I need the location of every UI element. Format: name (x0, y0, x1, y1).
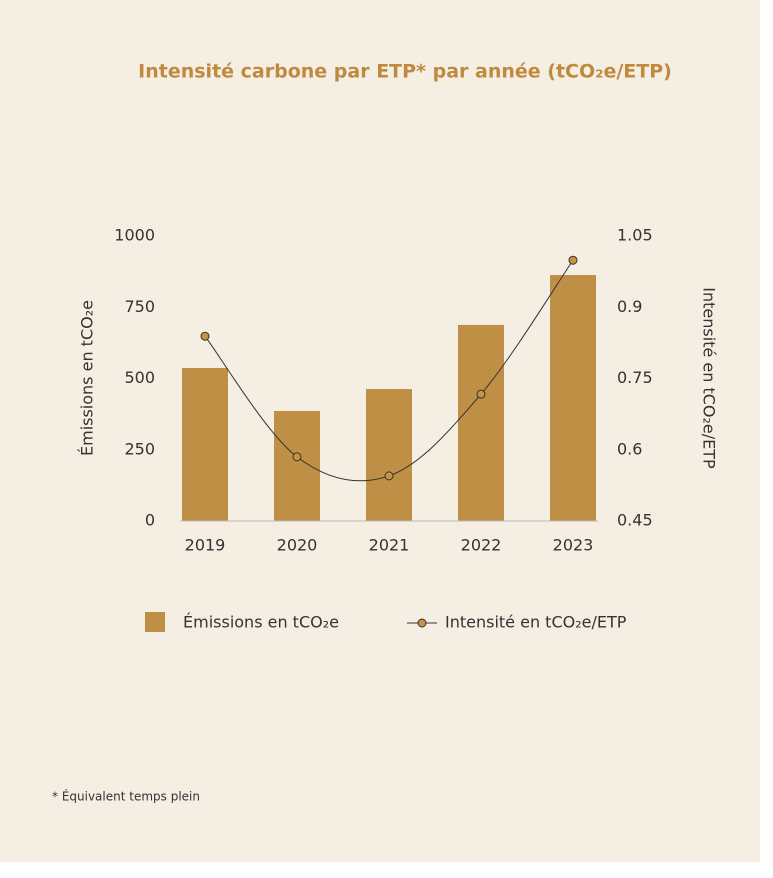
y-tick-label: 750 (124, 297, 155, 316)
y2-tick-label: 0.6 (617, 439, 642, 458)
x-tick-label: 2019 (185, 536, 226, 555)
point (476, 389, 486, 399)
bar (182, 367, 228, 521)
chart-title: Intensité carbone par ETP* par année (tC… (138, 61, 672, 83)
bar (274, 410, 320, 521)
point (384, 471, 394, 481)
point (568, 255, 578, 265)
y2-axis-label: Intensité en tCO₂e/ETP (700, 287, 719, 469)
y-tick-label: 1000 (114, 226, 155, 245)
y-tick-label: 500 (124, 368, 155, 387)
point (200, 331, 210, 341)
footnote: * Équivalent temps plein (52, 789, 200, 804)
bar (550, 275, 596, 521)
y2-tick-label: 0.45 (617, 511, 653, 530)
legend-swatch (145, 612, 165, 632)
y2-tick-label: 1.05 (617, 226, 653, 245)
bar (366, 389, 412, 521)
bar (458, 324, 504, 521)
y-tick-label: 250 (124, 439, 155, 458)
point (292, 452, 302, 462)
x-tick-label: 2023 (553, 536, 594, 555)
y2-tick-label: 0.9 (617, 297, 642, 316)
y-axis-label: Émissions en tCO₂e (78, 300, 97, 456)
legend-label: Intensité en tCO₂e/ETP (445, 613, 627, 632)
y2-tick-label: 0.75 (617, 368, 653, 387)
x-tick-label: 2022 (461, 536, 502, 555)
x-tick-label: 2021 (369, 536, 410, 555)
x-tick-label: 2020 (277, 536, 318, 555)
y-tick-label: 0 (145, 511, 155, 530)
legend-point (417, 618, 427, 628)
legend-label: Émissions en tCO₂e (183, 613, 339, 632)
